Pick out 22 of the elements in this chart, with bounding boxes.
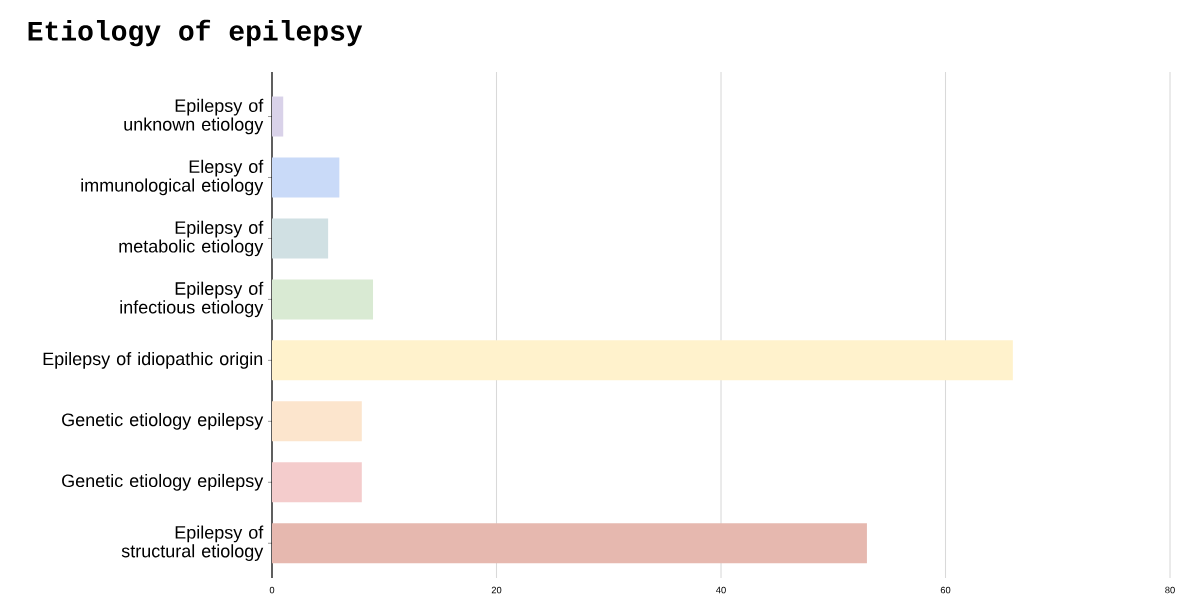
bar <box>272 157 340 198</box>
x-tick-label: 20 <box>491 586 502 594</box>
bar <box>272 462 362 503</box>
bar <box>272 279 374 320</box>
x-tick-label: 60 <box>940 586 951 594</box>
y-tick-label: Genetic etiology epilepsy <box>62 412 264 430</box>
x-tick-label: 40 <box>716 586 726 594</box>
x-tick-label: 80 <box>1165 586 1175 594</box>
x-tick-label: 0 <box>269 586 275 594</box>
bar <box>272 96 284 137</box>
y-tick-label: Epilepsy of metabolic etiology <box>119 220 264 257</box>
y-tick-label: Epilepsy of structural etiology <box>121 525 264 561</box>
y-tick-label: Epilepsy of idiopathic origin <box>43 351 263 369</box>
y-tick-label: Epilepsy of unknown etiology <box>124 98 264 135</box>
bar <box>272 218 329 259</box>
y-tick-label: Genetic etiology epilepsy <box>62 473 264 491</box>
bar <box>272 340 1013 381</box>
bar <box>272 401 362 442</box>
chart-title: Etiology of epilepsy <box>28 19 363 47</box>
y-tick-label: Elepsy of immunological etiology <box>81 159 264 196</box>
y-tick-label: Epilepsy of infectious etiology <box>120 281 264 318</box>
bar <box>272 523 867 564</box>
